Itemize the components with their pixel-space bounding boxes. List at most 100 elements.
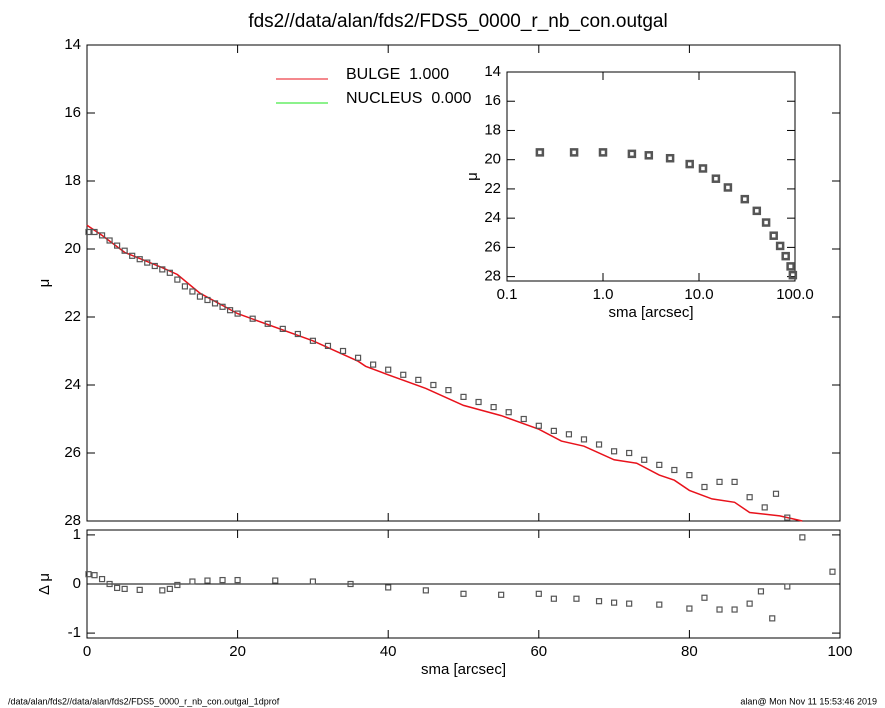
- data-point: [385, 366, 392, 373]
- data-point: [445, 387, 452, 394]
- data-point: [174, 581, 181, 589]
- data-point: [234, 310, 241, 317]
- data-point: [535, 148, 545, 157]
- data-point: [569, 148, 579, 157]
- inset-background: [507, 72, 795, 281]
- data-point: [475, 398, 482, 406]
- data-point: [686, 605, 693, 612]
- x-tick-label: 100: [827, 643, 852, 660]
- x-tick-label: 0: [83, 643, 91, 660]
- data-point: [174, 276, 181, 283]
- x-tick-label: 1.0: [593, 286, 614, 303]
- data-point: [106, 580, 113, 588]
- data-point: [204, 577, 211, 584]
- data-point: [746, 600, 753, 607]
- data-point: [781, 251, 790, 261]
- data-point: [665, 153, 675, 163]
- y-tick-label: 18: [484, 121, 501, 138]
- x-tick-label: 100.0: [776, 286, 814, 303]
- data-point: [490, 404, 497, 411]
- footer-right: alan@ Mon Nov 11 15:53:46 2019: [740, 696, 877, 706]
- data-point: [731, 606, 738, 613]
- data-point: [610, 448, 618, 455]
- data-point: [415, 376, 422, 383]
- chart-title: fds2//data/alan/fds2/FDS5_0000_r_nb_con.…: [248, 11, 667, 32]
- data-point: [799, 534, 806, 541]
- y-tick-label: 16: [484, 92, 501, 109]
- data-point: [98, 575, 106, 583]
- data-point: [294, 330, 301, 338]
- data-point: [784, 514, 791, 521]
- data-point: [400, 371, 407, 378]
- data-point: [181, 283, 188, 290]
- data-point: [211, 300, 219, 307]
- data-point: [385, 584, 392, 591]
- data-point: [520, 415, 527, 423]
- y-axis-label: μ: [464, 172, 481, 181]
- data-point: [370, 361, 377, 368]
- data-point: [788, 270, 798, 280]
- footer-left: /data/alan/fds2//data/alan/fds2/FDS5_000…: [8, 696, 280, 706]
- data-point: [775, 241, 785, 251]
- data-point: [144, 259, 151, 266]
- data-point: [264, 320, 271, 327]
- data-point: [114, 242, 121, 249]
- data-point: [460, 590, 467, 597]
- data-point: [189, 288, 196, 295]
- data-point: [610, 599, 618, 606]
- data-point: [121, 585, 128, 593]
- data-point: [324, 342, 332, 349]
- data-point: [752, 206, 762, 216]
- data-point: [430, 381, 437, 389]
- x-axis-label: sma [arcsec]: [421, 661, 506, 678]
- x-tick-label: 80: [681, 643, 698, 660]
- model-line: [86, 224, 803, 522]
- data-point: [121, 247, 128, 254]
- data-point: [226, 307, 234, 314]
- y-tick-label: 28: [484, 268, 501, 285]
- data-point: [219, 303, 226, 310]
- data-point: [626, 449, 633, 457]
- y-axis-label: Δ μ: [36, 573, 53, 595]
- data-point: [129, 252, 136, 259]
- data-point: [98, 232, 106, 239]
- y-tick-label: 14: [484, 63, 501, 80]
- data-point: [723, 183, 733, 192]
- y-tick-label: 22: [484, 180, 501, 197]
- data-point: [279, 325, 286, 332]
- data-point: [91, 572, 98, 579]
- data-point: [159, 587, 166, 594]
- data-point: [309, 578, 316, 585]
- data-point: [339, 347, 347, 355]
- y-tick-label: 20: [64, 240, 81, 257]
- data-point: [114, 584, 121, 592]
- data-point: [498, 591, 505, 598]
- data-point: [598, 148, 608, 157]
- data-point: [698, 164, 708, 173]
- data-point: [829, 568, 836, 575]
- data-point: [746, 494, 753, 501]
- data-point: [641, 456, 648, 463]
- data-point: [272, 577, 279, 584]
- y-tick-label: 24: [484, 209, 501, 226]
- data-point: [701, 483, 708, 491]
- data-point: [757, 588, 765, 595]
- data-point: [627, 149, 637, 159]
- data-point: [166, 269, 173, 276]
- legend-label: BULGE 1.000: [346, 66, 449, 83]
- y-tick-label: 28: [64, 512, 81, 529]
- y-tick-label: 14: [64, 36, 81, 53]
- data-point: [711, 174, 721, 183]
- data-point: [716, 478, 723, 485]
- data-point: [219, 576, 226, 584]
- data-point: [580, 436, 588, 443]
- data-point: [550, 595, 557, 602]
- data-point: [85, 571, 92, 578]
- data-point: [347, 580, 354, 588]
- data-point: [550, 427, 557, 434]
- data-point: [309, 337, 316, 344]
- x-axis-label: sma [arcsec]: [608, 304, 693, 321]
- data-point: [786, 262, 795, 271]
- x-tick-label: 40: [380, 643, 397, 660]
- data-point: [784, 583, 791, 590]
